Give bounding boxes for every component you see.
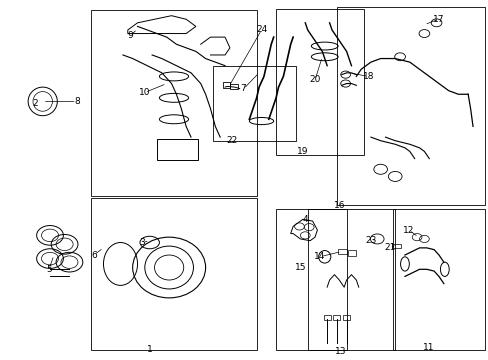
Text: 4: 4 [302, 215, 307, 224]
Text: 19: 19 [297, 147, 308, 156]
Text: 13: 13 [334, 347, 346, 356]
Text: 16: 16 [333, 201, 345, 210]
Text: 1: 1 [146, 345, 152, 354]
Text: 24: 24 [255, 26, 266, 35]
Text: 5: 5 [46, 265, 52, 274]
Text: 23: 23 [365, 236, 376, 245]
Text: 14: 14 [313, 252, 325, 261]
Text: 10: 10 [139, 88, 150, 97]
Text: 12: 12 [402, 225, 414, 234]
Text: 20: 20 [309, 76, 320, 85]
Text: 6: 6 [91, 251, 97, 260]
Text: 9: 9 [127, 31, 133, 40]
Text: 7: 7 [240, 84, 246, 93]
Text: 21: 21 [384, 243, 395, 252]
Text: 18: 18 [362, 72, 373, 81]
Text: 22: 22 [226, 136, 238, 145]
Text: 11: 11 [422, 343, 433, 352]
Text: 15: 15 [294, 263, 305, 272]
Text: 17: 17 [432, 15, 444, 24]
Text: 3: 3 [139, 238, 145, 247]
Text: 2: 2 [33, 99, 38, 108]
Text: 8: 8 [74, 97, 80, 106]
